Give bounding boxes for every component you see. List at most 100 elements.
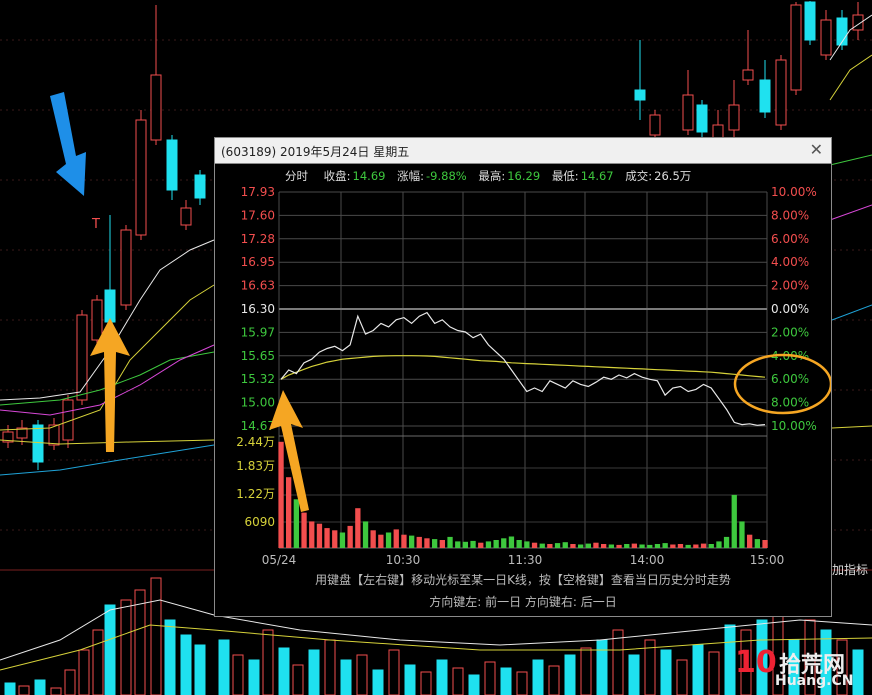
price-tick-label: 17.60 [241,208,275,222]
bg-volume-bar [92,629,104,695]
volume-bar [723,536,730,548]
volume-bar [378,534,384,548]
bg-volume-bar [278,647,290,695]
volume-bar [685,544,691,548]
volume-label: 成交: [625,169,653,183]
bg-volume-bar [164,619,176,695]
volume-bar [508,536,515,548]
bg-volume-bar [468,674,480,695]
bg-ma-line [0,154,872,406]
bg-volume-bar [820,629,832,695]
pct-tick-label: 2.00% [771,325,809,339]
bg-volume-bar [548,665,560,695]
low-label: 最低: [551,169,579,183]
bg-candle-body [120,229,132,306]
bg-volume-bar [628,654,640,695]
bg-volume-bar [218,639,230,695]
bg-candle-body [804,1,816,41]
bg-candle-body [48,424,60,446]
bg-volume-bar [18,685,30,695]
bg-candle-body [742,69,754,81]
orange-arrow-icon [90,318,130,452]
intraday-popup-window[interactable]: (603189) 2019年5月24日 星期五 ✕ 分时 收盘: 14.69 涨幅… [214,137,832,617]
price-tick-label: 15.00 [241,396,275,410]
bg-candle-body [649,114,661,136]
volume-bar [747,534,753,548]
bg-volume-bar [644,639,656,695]
bg-ma-line [0,304,872,476]
volume-bar [447,536,453,548]
bg-candle-body [2,431,14,443]
bg-volume-bar [516,671,528,695]
close-icon[interactable]: ✕ [809,140,823,159]
low-value: 14.67 [580,169,614,183]
volume-bar [716,541,722,548]
bg-volume-bar [64,669,76,695]
bg-volume-bar [134,589,146,695]
bg-volume-bar [248,659,260,695]
volume-bar [608,544,614,548]
change-value: -9.88% [426,169,467,183]
bg-candle-body [696,104,708,133]
bg-candle-body [91,299,103,341]
direction-hint: 方向键左: 前一日 方向键右: 后一日 [429,595,617,609]
volume-bar [332,530,338,548]
price-tick-label: 16.30 [241,302,275,316]
pct-tick-label: 10.00% [771,185,817,199]
bg-candle-body [180,207,192,226]
popup-titlebar[interactable]: (603189) 2019年5月24日 星期五 ✕ [215,138,831,164]
volume-bar [624,544,630,548]
pct-tick-label: 10.00% [771,419,817,433]
volume-tick-label: 6090 [244,515,275,529]
volume-bar [670,544,676,548]
volume-bar [485,541,492,548]
price-tick-label: 15.32 [241,372,275,386]
volume-bar [562,542,568,548]
watermark-en: Huang.CN [775,673,854,689]
add-indicator-label[interactable]: 加指标 [832,563,869,577]
bg-volume-bar [612,629,624,695]
bg-vol-ma-line [0,624,872,671]
volume-bar [293,499,299,548]
volume-bar [539,543,545,548]
close-label: 收盘: [323,169,351,183]
volume-bar [693,544,699,548]
volume-bar [616,544,622,548]
keyboard-hint: 用键盘【左右键】移动光标至某一日K线，按【空格键】查看当日历史分时走势 [315,573,731,587]
volume-bar [278,441,284,548]
volume-bar [339,532,346,548]
bg-volume-bar [4,682,16,695]
volume-bar [554,543,561,548]
volume-bar [570,544,576,548]
pct-tick-label: 6.00% [771,372,809,386]
volume-bar [531,542,538,548]
bg-volume-bar [34,679,46,695]
time-tick-label: 14:00 [630,553,665,567]
volume-bar [316,523,323,548]
volume-bar [547,544,553,548]
time-tick-label: 15:00 [750,553,785,567]
volume-bar [347,525,353,548]
volume-bar [439,540,445,548]
volume-bar [654,544,661,548]
bg-volume-bar [292,664,304,695]
bg-candle-body [76,314,88,401]
bg-volume-bar [580,647,592,695]
bg-volume-bar [356,654,368,695]
bg-volume-bar [50,687,62,695]
bg-volume-bar [324,639,336,695]
intraday-chart[interactable]: 17.93 17.60 17.28 16.95 16.63 16.30 15.97 15.65… [215,138,831,616]
volume-bar [301,512,307,548]
close-value: 14.69 [352,169,386,183]
price-line [280,311,766,426]
volume-tick-label: 1.83万 [236,459,275,473]
bg-volume-bar [404,664,416,695]
bg-volume-bar [500,667,512,695]
bg-candle-body [836,17,848,46]
bg-volume-bar [194,644,206,695]
highlight-ellipse [733,353,831,415]
price-tick-label: 14.67 [241,419,275,433]
bg-volume-bar [180,634,192,695]
bg-ma-line [0,425,872,445]
high-value: 16.29 [507,169,541,183]
